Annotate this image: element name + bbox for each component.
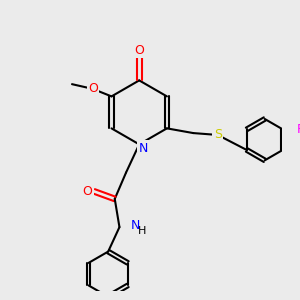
Text: O: O <box>134 44 144 57</box>
Text: H: H <box>138 226 147 236</box>
Text: N: N <box>131 219 140 232</box>
Text: N: N <box>138 142 148 154</box>
Text: S: S <box>214 128 222 142</box>
Text: F: F <box>297 123 300 136</box>
Text: O: O <box>88 82 98 95</box>
Text: O: O <box>82 185 92 198</box>
